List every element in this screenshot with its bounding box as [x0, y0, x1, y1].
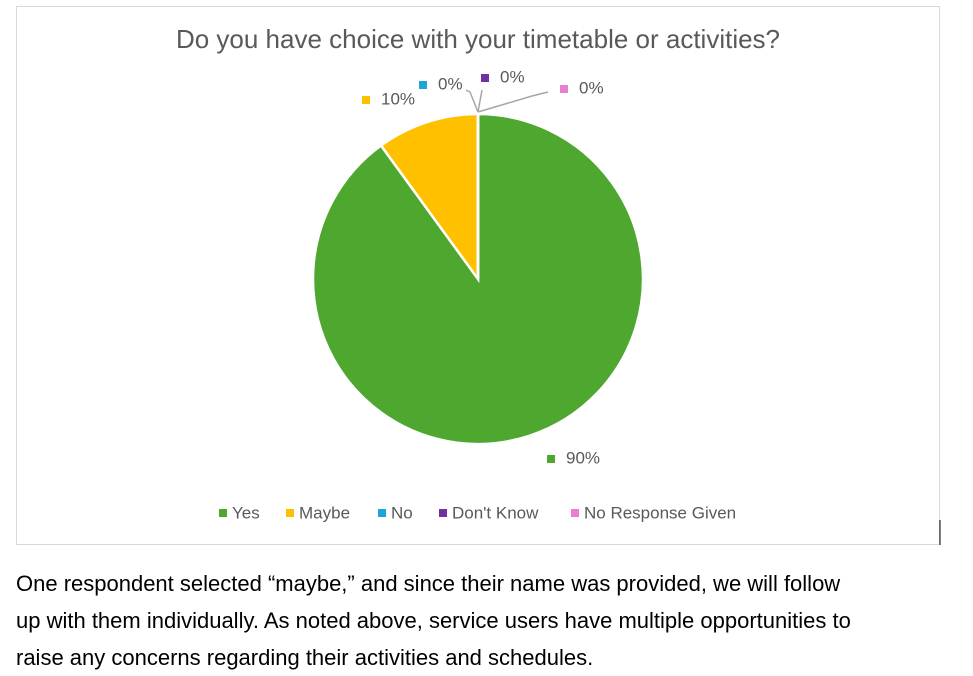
label-key: [560, 85, 568, 93]
leader-line: [465, 89, 479, 113]
legend-label: Yes: [232, 503, 260, 522]
data-label: 90%: [566, 448, 600, 467]
legend-key: [219, 509, 227, 517]
label-key: [547, 455, 555, 463]
legend-label: No: [391, 503, 413, 522]
legend-key: [439, 509, 447, 517]
legend-label: Maybe: [299, 503, 350, 522]
paragraph-line: raise any concerns regarding their activ…: [16, 645, 594, 670]
leader-line: [477, 91, 549, 113]
data-label: 0%: [500, 67, 525, 86]
label-key: [481, 74, 489, 82]
paragraph-line: up with them individually. As noted abov…: [16, 608, 851, 633]
leader-line: [477, 89, 483, 113]
paragraph-line: One respondent selected “maybe,” and sin…: [16, 571, 841, 596]
pie-slice: [379, 112, 480, 283]
data-label: 0%: [438, 74, 463, 93]
paragraph: One respondent selected “maybe,” and sin…: [16, 565, 851, 676]
label-key: [362, 96, 370, 104]
legend-label: No Response Given: [584, 503, 736, 522]
legend-key: [378, 509, 386, 517]
chart: Do you have choice with your timetable o…: [16, 6, 941, 545]
chart-title: Do you have choice with your timetable o…: [176, 24, 780, 54]
legend-key: [286, 509, 294, 517]
data-label: 0%: [579, 78, 604, 97]
data-label: 10%: [381, 89, 415, 108]
label-key: [419, 81, 427, 89]
legend-key: [571, 509, 579, 517]
legend-label: Don't Know: [452, 503, 539, 522]
